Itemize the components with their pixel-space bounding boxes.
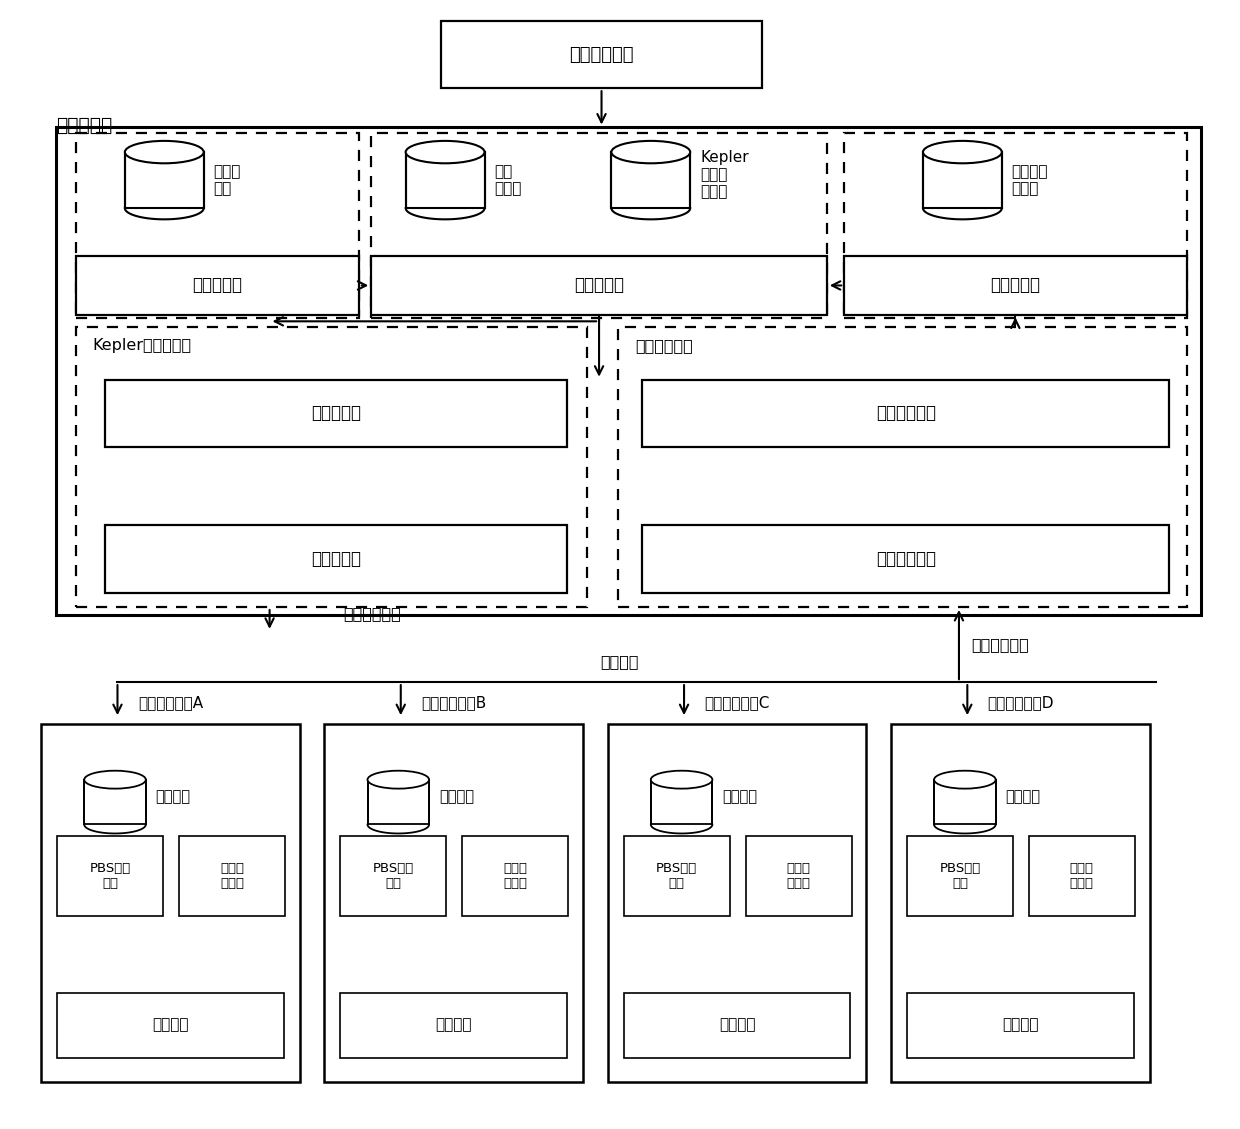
Text: PBS作业
调度: PBS作业 调度	[656, 863, 697, 890]
Text: 产品生产请求: 产品生产请求	[569, 45, 634, 63]
Text: 工作流调度: 工作流调度	[192, 277, 242, 295]
Ellipse shape	[611, 141, 691, 164]
Bar	[463, 835, 568, 917]
Text: 算法执行: 算法执行	[719, 1017, 755, 1033]
Text: 作业状
态反馈: 作业状 态反馈	[786, 863, 811, 890]
Bar	[651, 780, 712, 824]
Text: PBS作业
调度: PBS作业 调度	[89, 863, 130, 890]
Text: PBS作业
调度: PBS作业 调度	[373, 863, 414, 890]
Bar	[56, 128, 1202, 615]
Text: PBS作业
调度: PBS作业 调度	[940, 863, 981, 890]
Bar	[611, 152, 691, 208]
Bar	[41, 724, 300, 1083]
Ellipse shape	[125, 141, 203, 164]
Text: 卫星数据中心D: 卫星数据中心D	[987, 695, 1054, 710]
Bar	[105, 379, 567, 447]
Bar	[367, 780, 429, 824]
Bar	[179, 835, 285, 917]
Bar	[745, 835, 852, 917]
Bar	[405, 152, 485, 208]
Bar	[618, 327, 1187, 607]
Bar	[934, 780, 996, 824]
Bar	[642, 379, 1169, 447]
Bar	[371, 133, 827, 318]
Text: 子任务库: 子任务库	[1006, 789, 1040, 804]
Bar	[371, 256, 827, 315]
Text: 输出产品反馈: 输出产品反馈	[875, 550, 936, 568]
Text: 算法执行: 算法执行	[435, 1017, 472, 1033]
Text: Kepler工作流引擎: Kepler工作流引擎	[93, 338, 192, 353]
Ellipse shape	[934, 771, 996, 789]
Text: 子任务库: 子任务库	[439, 789, 474, 804]
Bar	[906, 992, 1133, 1058]
Bar	[84, 780, 146, 824]
Bar	[125, 152, 203, 208]
Text: 算法执行: 算法执行	[1002, 1017, 1039, 1033]
Text: 工作流校验: 工作流校验	[311, 404, 361, 422]
Text: 工作流构建: 工作流构建	[574, 277, 624, 295]
Bar	[844, 133, 1187, 318]
Bar	[341, 992, 567, 1058]
Ellipse shape	[84, 771, 146, 789]
Bar	[105, 525, 567, 593]
Bar	[1029, 835, 1135, 917]
Bar	[57, 992, 284, 1058]
Ellipse shape	[367, 771, 429, 789]
Text: 作业状
态反馈: 作业状 态反馈	[219, 863, 244, 890]
Bar	[76, 327, 587, 607]
Bar	[906, 835, 1013, 917]
Text: 作业状
态反馈: 作业状 态反馈	[503, 863, 527, 890]
Bar	[441, 21, 761, 88]
Text: 资源信
息库: 资源信 息库	[213, 164, 241, 196]
Text: 工作流容错: 工作流容错	[991, 277, 1040, 295]
Text: 处理任务分发: 处理任务分发	[343, 606, 402, 621]
Ellipse shape	[923, 141, 1002, 164]
Text: 多级任务
订单库: 多级任务 订单库	[1012, 164, 1048, 196]
Bar	[341, 835, 446, 917]
Bar	[844, 256, 1187, 315]
Ellipse shape	[405, 141, 485, 164]
Text: 主数据中心: 主数据中心	[56, 116, 112, 135]
Text: 算法执行: 算法执行	[153, 1017, 188, 1033]
Text: 工作流执行: 工作流执行	[311, 550, 361, 568]
Text: 卫星数据中心A: 卫星数据中心A	[138, 695, 203, 710]
Text: 卫星数据中心B: 卫星数据中心B	[422, 695, 486, 710]
Text: Kepler
工作流
模版库: Kepler 工作流 模版库	[701, 150, 749, 200]
Text: 子任务库: 子任务库	[156, 789, 191, 804]
Bar	[642, 525, 1169, 593]
Text: 作业状
态反馈: 作业状 态反馈	[1070, 863, 1094, 890]
Text: 卫星数据中心C: 卫星数据中心C	[704, 695, 770, 710]
Bar	[325, 724, 583, 1083]
Bar	[57, 835, 162, 917]
Bar	[923, 152, 1002, 208]
Text: 处理
流程库: 处理 流程库	[495, 164, 522, 196]
Text: 子任务库: 子任务库	[722, 789, 758, 804]
Text: 任务状态反馈: 任务状态反馈	[875, 404, 936, 422]
Text: 任务监控服务: 任务监控服务	[635, 338, 692, 353]
Bar	[608, 724, 867, 1083]
Text: 网络服务: 网络服务	[600, 654, 640, 668]
Bar	[76, 256, 358, 315]
Bar	[624, 835, 729, 917]
Bar	[624, 992, 851, 1058]
Text: 任务结果反馈: 任务结果反馈	[971, 637, 1029, 653]
Bar	[892, 724, 1149, 1083]
Bar	[76, 133, 358, 318]
Ellipse shape	[651, 771, 712, 789]
